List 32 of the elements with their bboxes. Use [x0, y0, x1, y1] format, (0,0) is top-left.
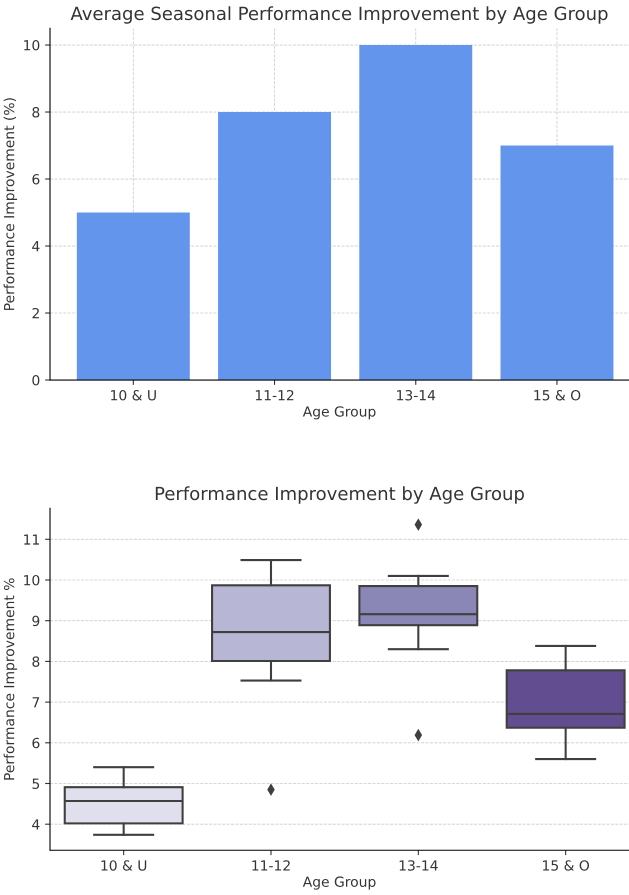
bar — [359, 45, 472, 380]
y-tick-label: 4 — [32, 241, 40, 252]
y-tick-label: 7 — [32, 697, 40, 708]
y-axis-title: Performance Improvement (%) — [4, 98, 18, 310]
bar — [218, 112, 332, 380]
y-tick-label: 2 — [32, 308, 39, 318]
x-tick-label: 10 & U — [111, 390, 156, 400]
y-tick-label: 8 — [32, 106, 40, 118]
chart-title: Average Seasonal Performance Improvement by Age Group — [70, 6, 608, 24]
x-tick-label: 15 & O — [534, 390, 580, 400]
x-tick-label: 13-14 — [397, 390, 436, 400]
bar — [500, 146, 614, 380]
bar — [76, 212, 190, 380]
y-tick-label: 8 — [32, 656, 40, 667]
y-tick-label: 10 — [24, 40, 40, 51]
y-tick-label: 6 — [32, 174, 40, 184]
x-tick-label: 15 & O — [543, 860, 589, 871]
chart-title: Performance Improvement by Age Group — [156, 486, 524, 504]
x-tick-label: 11-12 — [252, 860, 290, 871]
x-tick-label: 13-14 — [400, 860, 438, 871]
x-tick-label: 11-12 — [256, 390, 294, 400]
y-tick-label: 4 — [32, 819, 40, 830]
x-axis-title: Age Group — [302, 876, 376, 890]
y-tick-label: 0 — [32, 374, 40, 386]
y-tick-label: 9 — [32, 616, 40, 626]
y-tick-label: 10 — [24, 574, 40, 586]
y-tick-label: 5 — [32, 778, 40, 789]
x-tick-label: 10 & U — [101, 860, 146, 871]
y-tick-label: 6 — [32, 738, 40, 748]
y-axis-title: Performance Improvement % — [4, 578, 18, 780]
x-axis-title: Age Group — [302, 406, 376, 420]
y-tick-label: 11 — [24, 534, 39, 545]
